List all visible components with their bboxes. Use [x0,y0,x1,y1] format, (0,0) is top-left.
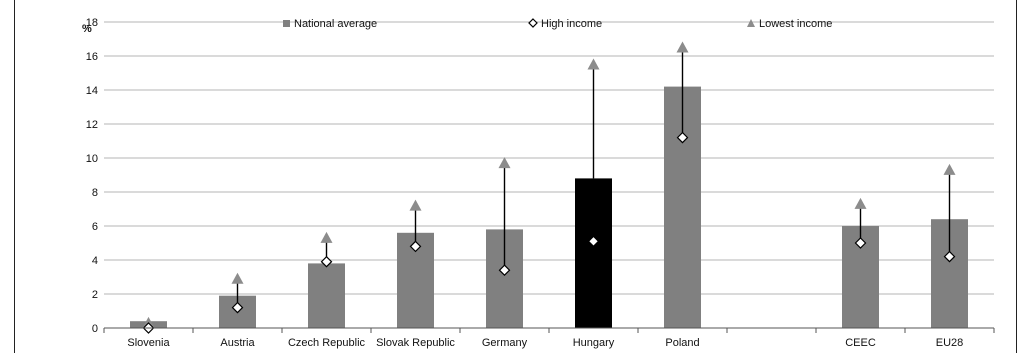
x-tick-label: Slovak Republic [376,337,455,349]
y-tick-label: 10 [86,153,98,165]
marker-high-income [409,240,422,253]
legend-label-high-income: High income [541,18,602,30]
marker-high-income [854,237,867,249]
marker-lowest-income [409,199,422,211]
marker-lowest-income [676,41,689,53]
x-tick-label: Poland [665,337,699,349]
x-tick-label: Slovenia [127,337,170,349]
bar-national-average [575,178,612,328]
marker-lowest-income [231,272,244,284]
y-tick-label: 4 [92,255,98,267]
x-tick-label: Austria [220,337,255,349]
legend-label-national-average: National average [294,18,377,30]
chart-frame [14,0,1017,353]
legend-swatch-national-average [283,20,290,27]
marker-lowest-income [943,163,956,175]
y-tick-label: 14 [86,85,98,97]
x-tick-label: EU28 [936,337,964,349]
y-tick-label: 12 [86,119,98,131]
marker-high-income [676,131,689,144]
whiskers [142,41,956,334]
marker-high-income [943,250,956,263]
y-tick-label: 6 [92,221,98,233]
x-tick-label: Czech Republic [288,337,366,349]
bars [130,86,968,328]
marker-high-income [587,235,600,248]
y-tick-label: 8 [92,187,98,199]
y-tick-label: 0 [92,323,98,335]
marker-lowest-income [587,58,600,70]
y-axis: % 0 2 4 6 8 10 12 14 16 18 [82,17,98,335]
x-tick-label: Hungary [573,337,615,349]
marker-lowest-income [320,231,333,243]
legend: National average High income Lowest income [283,18,832,30]
y-tick-label: 18 [86,17,98,29]
marker-high-income [320,255,333,268]
y-tick-label: 2 [92,289,98,301]
x-axis: Slovenia Austria Czech Republic Slovak Repu… [103,327,995,349]
marker-high-income [231,301,244,314]
bar-national-average [308,263,345,328]
legend-swatch-lowest-income [747,19,755,27]
legend-swatch-high-income [528,18,538,28]
x-tick-label: Germany [482,337,528,349]
marker-lowest-income [498,157,511,169]
y-tick-label: 16 [86,51,98,63]
legend-label-lowest-income: Lowest income [759,18,832,30]
marker-lowest-income [854,197,867,209]
gridlines [104,21,994,295]
x-tick-label: CEEC [845,337,876,349]
y-axis-label: % [82,23,92,35]
marker-high-income [498,264,511,277]
